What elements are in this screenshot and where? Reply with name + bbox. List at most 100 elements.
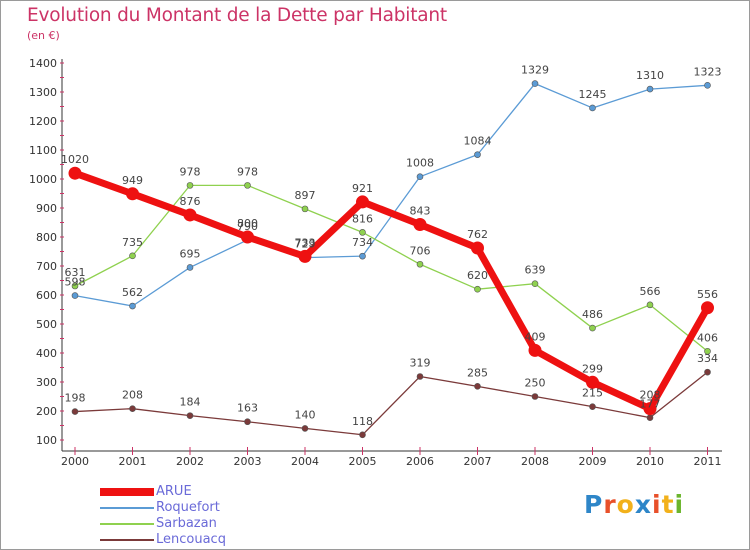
series-line-roquefort — [74, 82, 708, 307]
data-label-sarbazan: 406 — [697, 331, 718, 344]
data-point-roquefort — [704, 82, 711, 89]
data-label-sarbazan: 978 — [237, 165, 258, 178]
data-label-roquefort: 1323 — [694, 65, 722, 78]
x-tick-label: 2006 — [406, 455, 434, 468]
data-point-lencouacq — [129, 405, 136, 412]
x-tick-label: 2009 — [579, 455, 607, 468]
data-point-roquefort — [589, 104, 596, 112]
data-label-sarbazan: 566 — [640, 285, 661, 298]
x-tick-label: 2010 — [636, 455, 664, 468]
data-label-arue: 762 — [467, 228, 488, 241]
data-point-sarbazan — [704, 347, 711, 355]
data-label-sarbazan: 897 — [295, 189, 316, 202]
data-point-arue — [241, 230, 254, 244]
data-point-lencouacq — [704, 368, 711, 376]
x-tick-label: 2007 — [464, 455, 492, 468]
y-tick-label: 400 — [36, 347, 57, 360]
y-tick-label: 1300 — [29, 86, 57, 99]
data-point-arue — [528, 343, 542, 357]
data-label-arue: 949 — [122, 174, 143, 187]
legend-swatch-lencouacq — [100, 539, 154, 541]
series-line-sarbazan — [74, 184, 708, 352]
data-point-arue — [126, 187, 139, 201]
data-label-lencouacq: 215 — [582, 387, 603, 400]
data-point-arue — [356, 195, 369, 209]
data-point-arue — [701, 301, 714, 315]
data-labels-layer: 598 562 695 790 729 734 1008 1084 1329 1245 1310 13… — [61, 64, 722, 428]
legend-label-lencouacq: Lencouacq — [156, 532, 226, 547]
data-point-roquefort — [129, 302, 136, 310]
y-tick-label: 100 — [36, 434, 57, 447]
legend-label-roquefort: Roquefort — [156, 500, 220, 515]
logo-letter: t — [661, 490, 675, 519]
data-label-arue: 800 — [237, 217, 258, 230]
legend-swatch-sarbazan — [100, 523, 154, 525]
logo-letter: P — [584, 490, 604, 519]
data-point-arue — [643, 402, 657, 416]
data-label-roquefort: 729 — [295, 238, 316, 251]
data-label-roquefort: 1084 — [464, 135, 492, 148]
data-point-arue — [68, 166, 82, 180]
data-label-arue: 556 — [697, 288, 718, 301]
data-point-sarbazan — [359, 229, 366, 236]
data-point-roquefort — [474, 151, 481, 158]
data-point-sarbazan — [129, 252, 136, 260]
data-label-lencouacq: 118 — [352, 415, 373, 428]
x-tick-label: 2002 — [176, 455, 204, 468]
y-tick-label: 800 — [36, 231, 57, 244]
data-label-roquefort: 598 — [65, 276, 86, 289]
data-point-sarbazan — [244, 182, 251, 189]
y-tick-label: 1000 — [29, 173, 57, 186]
data-label-sarbazan: 486 — [582, 308, 603, 321]
data-label-roquefort: 562 — [122, 286, 143, 299]
data-label-arue: 843 — [410, 205, 431, 218]
data-point-sarbazan — [589, 324, 596, 332]
data-label-sarbazan: 631 — [65, 266, 86, 279]
data-point-arue — [298, 249, 312, 263]
y-tick-label: 1100 — [29, 144, 57, 157]
data-label-arue: 208 — [640, 389, 661, 402]
series-line-lencouacq — [74, 371, 708, 436]
data-label-lencouacq: 184 — [180, 396, 201, 409]
data-point-arue — [413, 218, 427, 232]
data-label-arue: 733 — [295, 236, 316, 249]
series-line-arue — [73, 169, 711, 413]
data-point-arue — [183, 208, 197, 222]
legend-swatch-roquefort — [100, 507, 154, 509]
x-tick-label: 2011 — [694, 455, 722, 468]
logo-letter: o — [616, 490, 635, 519]
data-label-sarbazan: 735 — [122, 236, 143, 249]
y-tick-label: 1400 — [29, 57, 57, 70]
y-tick-label: 700 — [36, 260, 57, 273]
x-tick-label: 2001 — [119, 455, 147, 468]
data-point-roquefort — [359, 252, 366, 260]
data-label-roquefort: 1329 — [521, 64, 549, 77]
data-point-sarbazan — [646, 301, 654, 309]
data-point-arue — [471, 241, 484, 255]
data-label-sarbazan: 620 — [467, 269, 488, 282]
data-point-lencouacq — [531, 393, 539, 400]
logo-letter: x — [634, 490, 652, 519]
data-label-lencouacq: 140 — [295, 408, 316, 421]
data-label-arue: 1020 — [61, 153, 89, 166]
data-point-roquefort — [531, 80, 539, 87]
data-label-arue: 921 — [352, 182, 373, 195]
data-point-sarbazan — [186, 182, 194, 189]
y-tick-label: 1200 — [29, 115, 57, 128]
legend-swatch-arue — [100, 488, 154, 496]
data-point-roquefort — [416, 173, 424, 180]
data-label-lencouacq: 319 — [410, 356, 431, 369]
x-tick-label: 2008 — [521, 455, 549, 468]
data-label-sarbazan: 639 — [525, 264, 546, 277]
data-point-sarbazan — [474, 285, 481, 293]
data-label-roquefort: 695 — [180, 247, 201, 260]
data-label-roquefort: 1310 — [636, 69, 664, 82]
data-label-arue: 876 — [180, 195, 201, 208]
x-tick-label: 2003 — [234, 455, 262, 468]
data-point-roquefort — [646, 85, 654, 93]
data-point-lencouacq — [474, 383, 481, 390]
data-label-lencouacq: 163 — [237, 402, 258, 415]
data-point-lencouacq — [359, 431, 366, 439]
